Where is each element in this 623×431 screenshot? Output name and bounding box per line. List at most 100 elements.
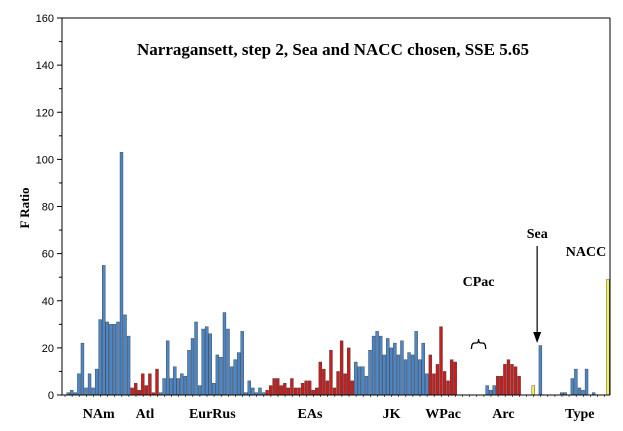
bar (446, 380, 450, 396)
bar (87, 373, 92, 396)
bar (91, 387, 95, 396)
bar (247, 380, 251, 396)
bar (421, 342, 425, 396)
y-tick-label: 20 (42, 343, 54, 355)
bar (98, 319, 102, 396)
bar (435, 364, 440, 396)
bar (176, 378, 180, 396)
bar (453, 361, 457, 396)
bar (265, 390, 269, 396)
bar (449, 359, 454, 396)
bar (442, 371, 447, 396)
axes-layer: 0 20 40 60 80 100 120 140 160 (36, 13, 611, 402)
bar (116, 321, 120, 396)
y-tick-label: 120 (36, 107, 54, 119)
bar (485, 385, 489, 396)
bar (325, 380, 330, 396)
bar (332, 387, 337, 396)
bar (293, 387, 298, 396)
bar (173, 366, 177, 396)
bar (517, 375, 521, 396)
bar (307, 380, 312, 396)
bar (180, 373, 184, 396)
bar (570, 378, 575, 396)
bar (141, 373, 145, 396)
bar (581, 390, 585, 396)
bar (499, 375, 504, 396)
bar (236, 352, 241, 396)
bar (368, 350, 372, 396)
bar (492, 385, 496, 396)
bar (329, 350, 333, 396)
bar (194, 321, 198, 396)
bar (205, 326, 209, 396)
bar (538, 345, 543, 396)
bar (318, 361, 322, 396)
bar (222, 312, 227, 396)
y-tick-label: 60 (42, 249, 54, 261)
bar (276, 378, 280, 396)
bar (343, 373, 347, 396)
bar (531, 385, 535, 396)
bar (283, 383, 287, 396)
annotation-label: CPac (463, 275, 495, 290)
x-group-labels: NAm Atl EurRus EAs JK WPac Arc Type (83, 407, 595, 422)
bar (123, 314, 127, 396)
bar (109, 324, 113, 396)
bar (371, 335, 376, 396)
bar (389, 347, 393, 396)
bar (425, 373, 429, 396)
bar (208, 333, 212, 396)
bar (215, 354, 220, 396)
bar (375, 331, 379, 396)
bar (105, 321, 109, 396)
bar (315, 387, 319, 396)
bar (130, 387, 134, 396)
bar (187, 350, 191, 396)
bar (268, 385, 273, 396)
bar (219, 357, 223, 396)
bar (584, 368, 589, 396)
bar (233, 359, 237, 396)
bar (311, 390, 315, 396)
x-group-label: Atl (136, 407, 155, 422)
bar (496, 375, 500, 396)
bar (212, 383, 216, 396)
bar (279, 385, 283, 396)
bar (229, 366, 234, 396)
y-tick-label: 80 (42, 202, 54, 214)
bar (183, 375, 188, 396)
annotation-label: Sea (527, 227, 548, 242)
arrow-head (533, 332, 542, 343)
bar (137, 390, 141, 396)
bar (510, 364, 514, 396)
bar (396, 354, 401, 396)
x-group-label: EAs (298, 407, 323, 422)
bar (144, 385, 149, 396)
y-tick-label: 0 (48, 390, 54, 402)
bar (322, 368, 326, 396)
bar (102, 265, 106, 396)
bar (84, 387, 88, 396)
bar (428, 354, 433, 396)
y-tick-label: 100 (36, 154, 54, 166)
bar (258, 387, 262, 396)
bar (112, 324, 117, 396)
bar (418, 359, 422, 396)
bar (382, 354, 386, 396)
chart-title: Narragansett, step 2, Sea and NACC chose… (137, 40, 529, 59)
bar (393, 342, 397, 396)
bar (300, 383, 305, 396)
bar (201, 328, 205, 396)
x-group-label: JK (383, 407, 401, 422)
bar (403, 359, 408, 396)
bar (226, 328, 230, 396)
bars-layer (66, 152, 610, 396)
bar (297, 387, 301, 396)
bar (407, 352, 411, 396)
bar (197, 385, 202, 396)
bar (439, 326, 443, 396)
bar (240, 331, 244, 396)
bar (155, 368, 159, 396)
